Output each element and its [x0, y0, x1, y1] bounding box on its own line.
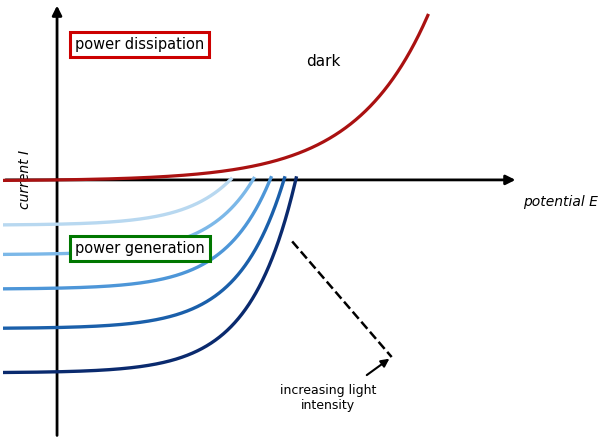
Text: increasing light
intensity: increasing light intensity	[280, 384, 377, 412]
Text: dark: dark	[306, 54, 340, 69]
Text: power generation: power generation	[75, 241, 205, 256]
Text: power dissipation: power dissipation	[75, 37, 205, 52]
Text: current I: current I	[18, 150, 32, 209]
Text: potential E: potential E	[523, 194, 598, 209]
